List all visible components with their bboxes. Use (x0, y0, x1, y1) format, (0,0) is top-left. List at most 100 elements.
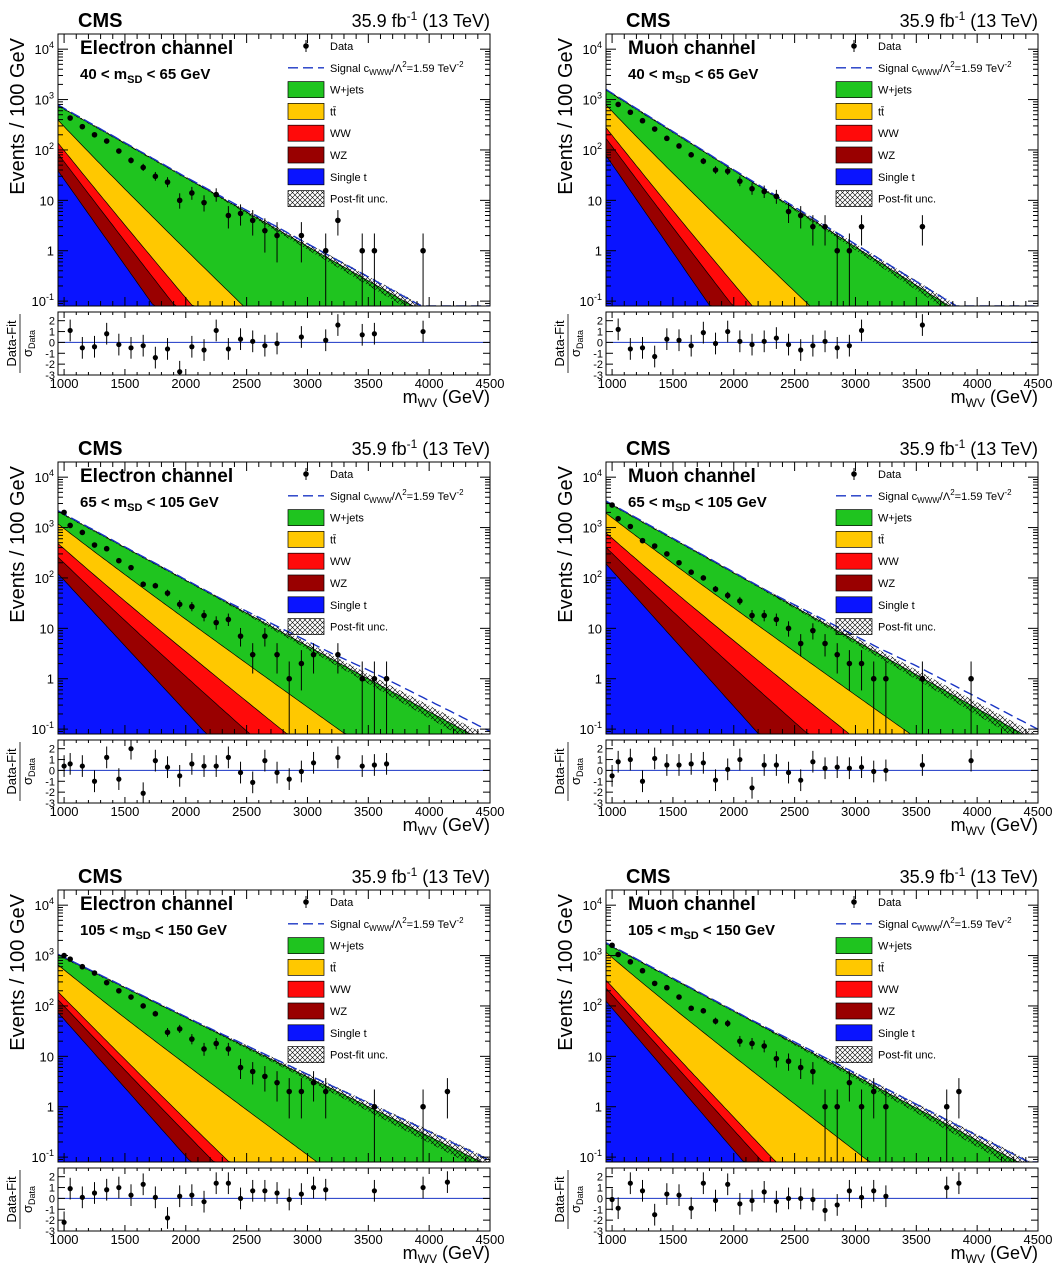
y-axis-title: Events / 100 GeV (555, 37, 577, 194)
lumi-label: 35.9 fb-1 (13 TeV) (352, 9, 490, 31)
data-point (688, 152, 694, 158)
legend-swatch (835, 531, 873, 548)
ratio-point (834, 336, 840, 359)
y-tick-label: 104 (35, 40, 54, 57)
ratio-point (128, 336, 134, 359)
ratio-marker (676, 1192, 682, 1198)
ratio-marker (201, 347, 207, 353)
legend-label: Post-fit unc. (878, 194, 936, 206)
data-point (651, 126, 658, 132)
data-marker (609, 942, 615, 949)
legend-label: Single t (330, 172, 367, 184)
data-marker (664, 551, 670, 557)
legend-data-marker (303, 43, 309, 49)
ratio-point (712, 1189, 719, 1212)
data-point (639, 967, 646, 974)
data-point (128, 157, 134, 164)
data-marker (213, 1040, 219, 1047)
ratio-marker (104, 1187, 110, 1193)
data-marker (834, 247, 841, 254)
ratio-marker (237, 769, 244, 776)
data-point (688, 569, 694, 576)
ratio-point (164, 756, 171, 779)
data-marker (688, 152, 694, 158)
x-tick-label: 2000 (171, 1232, 200, 1247)
legend-label: Single t (330, 600, 367, 612)
ratio-point (773, 327, 779, 349)
data-point (189, 1034, 195, 1045)
ratio-marker (225, 1180, 231, 1186)
ratio-marker (639, 778, 646, 784)
ratio-point (919, 314, 925, 336)
ratio-marker (834, 1202, 840, 1208)
ratio-point (810, 1188, 816, 1211)
ratio-point (761, 330, 767, 353)
ratio-point (798, 339, 804, 361)
data-marker (298, 232, 305, 239)
data-marker (919, 675, 926, 682)
data-point (152, 171, 159, 181)
x-tick-label: 2500 (780, 1232, 809, 1247)
ratio-point (201, 339, 207, 361)
data-point (846, 233, 853, 306)
stack-wz (606, 987, 1038, 1162)
ratio-point (676, 1184, 682, 1207)
mass-window-label: 105 < mSD < 150 GeV (628, 922, 775, 942)
data-marker (773, 193, 780, 200)
x-axis-title: mWV (GeV) (951, 815, 1038, 838)
ratio-label-top: Data-Fit (552, 320, 567, 367)
ratio-y-tick-label: 0 (597, 765, 603, 777)
y-axis-title: Events / 100 GeV (7, 37, 29, 194)
legend-label: Post-fit unc. (330, 1050, 388, 1062)
data-marker (822, 1103, 828, 1110)
data-point (615, 951, 621, 958)
legend-label: Data (878, 41, 902, 53)
data-point (639, 117, 646, 124)
lumi-label: 35.9 fb-1 (13 TeV) (900, 9, 1038, 31)
data-point (140, 581, 146, 588)
ratio-y-tick-label: -2 (593, 1215, 603, 1227)
ratio-y-tick-label: 1 (597, 327, 603, 339)
ratio-point (810, 334, 816, 357)
x-tick-label: 4500 (476, 804, 505, 819)
legend-label: WW (878, 128, 899, 140)
data-marker (858, 660, 865, 667)
data-point (103, 979, 110, 986)
legend-swatch (835, 959, 873, 976)
y-axis-title: Events / 100 GeV (555, 465, 577, 622)
ratio-label-bottom: σData (568, 758, 585, 785)
ratio-marker (371, 331, 377, 337)
data-point (797, 206, 804, 229)
ratio-marker (609, 1196, 615, 1203)
ratio-y-tick-label: -3 (45, 1226, 55, 1238)
ratio-point (310, 751, 317, 774)
data-marker (371, 247, 378, 254)
ratio-point (712, 332, 719, 355)
legend-label: Data (330, 41, 354, 53)
legend-label: Single t (878, 172, 915, 184)
legend-entry: Post-fit unc. (835, 618, 936, 635)
ratio-point (615, 750, 621, 773)
y-tick-label: 103 (583, 947, 602, 964)
cms-label: CMS (78, 10, 122, 32)
legend-entry: WZ (287, 574, 347, 592)
legend-entry: W+jets (835, 509, 912, 526)
ratio-point (785, 333, 792, 356)
ratio-label-top: Data-Fit (4, 748, 19, 795)
data-marker (225, 212, 232, 219)
data-marker (310, 1079, 317, 1086)
plot-area (606, 500, 1038, 734)
ratio-label-bottom: σData (20, 1186, 37, 1213)
data-point (761, 1040, 767, 1053)
ratio-point (883, 1185, 889, 1208)
data-point (700, 1008, 707, 1014)
legend-swatch (287, 1002, 325, 1020)
ratio-marker (810, 1196, 816, 1203)
ratio-y-tick-label: 1 (597, 755, 603, 767)
legend-label: Post-fit unc. (330, 194, 388, 206)
data-marker (870, 675, 877, 682)
data-marker (444, 1088, 451, 1095)
ratio-y-tick-label: -3 (45, 798, 55, 810)
ratio-frame (57, 311, 491, 376)
